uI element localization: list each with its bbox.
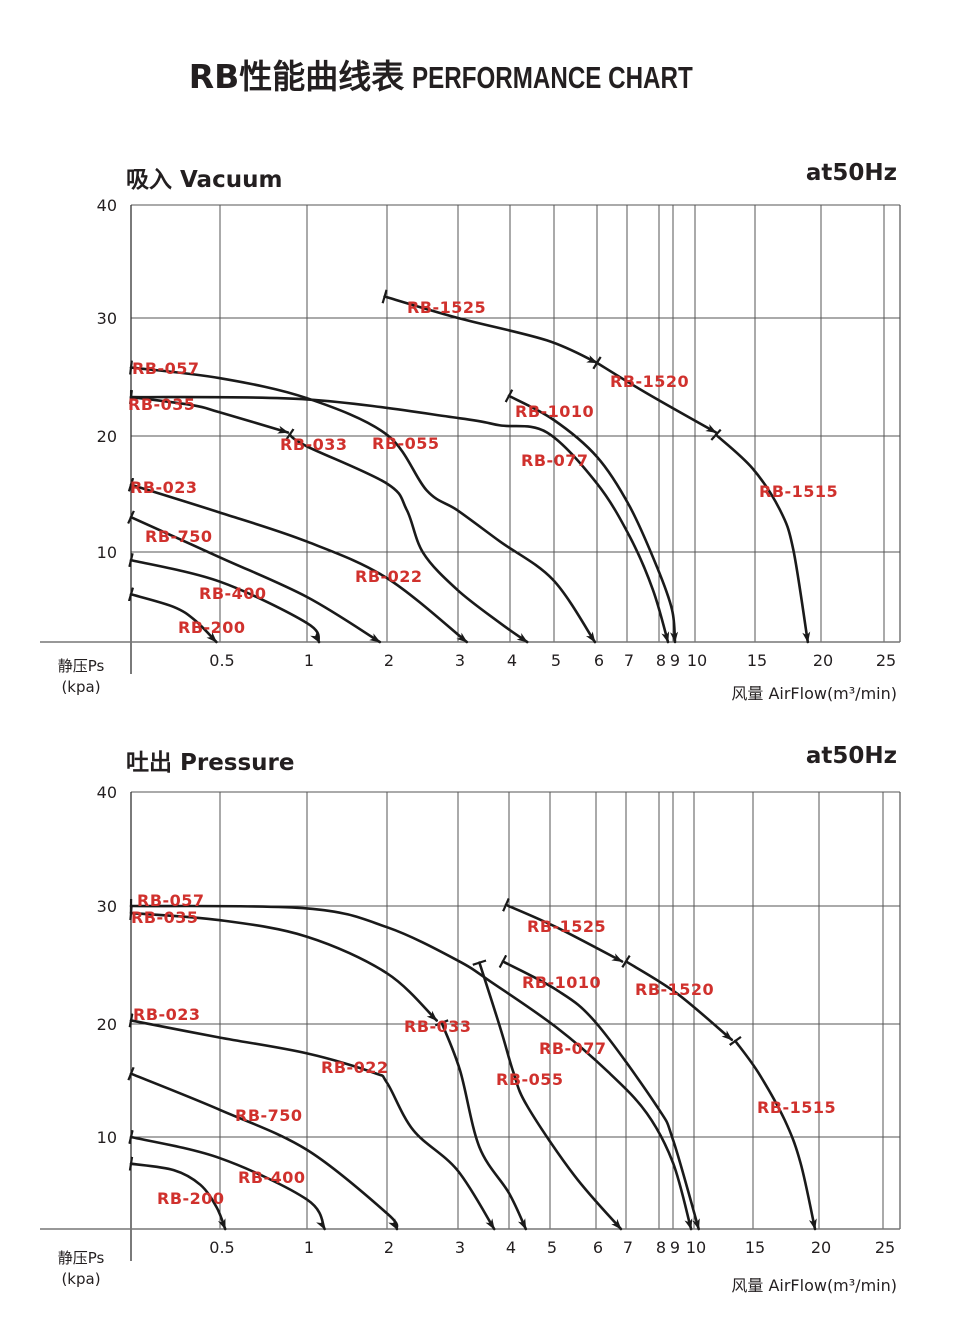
curve-label: RB-055 xyxy=(496,1070,564,1089)
x-tick-label: 5 xyxy=(547,1238,557,1257)
x-tick-label: 9 xyxy=(670,651,680,670)
x-tick-label: 0.5 xyxy=(209,651,234,670)
x-tick-label: 8 xyxy=(656,651,666,670)
performance-curve xyxy=(621,954,734,1042)
pressure-yunit: (kpa) xyxy=(61,1270,101,1288)
curve-label: RB-1010 xyxy=(515,402,594,421)
x-tick-label: 4 xyxy=(507,651,517,670)
performance-curve xyxy=(498,954,700,1231)
y-tick-label: 20 xyxy=(97,427,117,446)
x-tick-label: 4 xyxy=(506,1238,516,1257)
curve-label: RB-023 xyxy=(133,1005,201,1024)
curve-label: RB-750 xyxy=(145,527,213,546)
x-tick-label: 6 xyxy=(593,1238,603,1257)
curve-label: RB-077 xyxy=(539,1039,607,1058)
curve-label: RB-057 xyxy=(137,891,205,910)
page-title: RB性能曲线表 PERFORMANCE CHART xyxy=(0,50,961,98)
pressure-chart-title: 吐出 Pressure xyxy=(126,750,295,776)
x-tick-label: 8 xyxy=(656,1238,666,1257)
curve-label: RB-033 xyxy=(280,435,348,454)
vacuum-chart: 0.5 1 2 3 4 5 6 7 8 9 10 15 20 25 10 20 30 40 RB-1525 RB-05… xyxy=(40,196,901,674)
title-english: PERFORMANCE CHART xyxy=(412,60,694,95)
y-tick-label: 20 xyxy=(97,1015,117,1034)
y-tick-label: 10 xyxy=(97,543,117,562)
x-tick-label: 0.5 xyxy=(209,1238,234,1257)
performance-curve xyxy=(502,898,624,963)
x-tick-label: 5 xyxy=(551,651,561,670)
vacuum-y-axis-label: 静压Ps (kpa) xyxy=(46,656,116,698)
y-tick-label: 40 xyxy=(97,196,117,215)
curve-label: RB-200 xyxy=(157,1189,225,1208)
x-tick-label: 10 xyxy=(686,1238,706,1257)
x-tick-label: 15 xyxy=(745,1238,765,1257)
performance-curve xyxy=(381,289,599,365)
vacuum-ylabel: 静压Ps xyxy=(57,657,105,675)
x-tick-label: 25 xyxy=(875,1238,895,1257)
pressure-ylabel: 静压Ps xyxy=(57,1249,105,1267)
curve-label: RB-022 xyxy=(321,1058,389,1077)
x-tick-label: 20 xyxy=(811,1238,831,1257)
performance-curve xyxy=(710,428,811,644)
curve-label: RB-1525 xyxy=(407,298,486,317)
performance-curve xyxy=(504,389,679,644)
curve-label: RB-077 xyxy=(521,451,589,470)
x-tick-label: 3 xyxy=(455,1238,465,1257)
x-tick-label: 10 xyxy=(687,651,707,670)
curve-label: RB-1525 xyxy=(527,917,606,936)
vacuum-yunit: (kpa) xyxy=(61,678,101,696)
x-tick-label: 15 xyxy=(747,651,767,670)
y-tick-label: 10 xyxy=(97,1128,117,1147)
x-tick-label: 7 xyxy=(623,1238,633,1257)
performance-curve xyxy=(284,428,529,644)
vacuum-x-axis-label: 风量 AirFlow(m³/min) xyxy=(731,684,897,703)
curve-label: RB-033 xyxy=(404,1017,472,1036)
curve-label: RB-035 xyxy=(128,395,196,414)
performance-curve xyxy=(434,1019,528,1231)
performance-curve xyxy=(728,1035,817,1231)
pressure-chart: 0.5 1 2 3 4 5 6 7 8 9 10 15 20 25 10 20 30 40 RB-057RB-035… xyxy=(40,783,901,1261)
x-tick-label: 3 xyxy=(455,651,465,670)
x-tick-label: 1 xyxy=(304,651,314,670)
performance-curve xyxy=(592,356,718,434)
y-tick-label: 40 xyxy=(97,783,117,802)
curve-label: RB-1520 xyxy=(635,980,714,999)
x-tick-label: 25 xyxy=(876,651,896,670)
pressure-frequency-note: at50Hz xyxy=(805,743,897,769)
pressure-x-axis-label: 风量 AirFlow(m³/min) xyxy=(731,1276,897,1295)
vacuum-frequency-note: at50Hz xyxy=(805,160,897,186)
curve-label: RB-055 xyxy=(372,434,440,453)
x-tick-label: 2 xyxy=(384,1238,394,1257)
x-tick-label: 6 xyxy=(594,651,604,670)
x-tick-label: 20 xyxy=(813,651,833,670)
curve-label: RB-400 xyxy=(238,1168,306,1187)
x-tick-label: 7 xyxy=(624,651,634,670)
x-tick-label: 9 xyxy=(670,1238,680,1257)
curve-label: RB-1010 xyxy=(522,973,601,992)
curve-label: RB-022 xyxy=(355,567,423,586)
pressure-y-axis-label: 静压Ps (kpa) xyxy=(46,1248,116,1290)
y-tick-label: 30 xyxy=(97,309,117,328)
x-tick-label: 2 xyxy=(384,651,394,670)
curve-label: RB-035 xyxy=(131,908,199,927)
curve-label: RB-400 xyxy=(199,584,267,603)
vacuum-chart-title: 吸入 Vacuum xyxy=(126,167,283,193)
x-tick-label: 1 xyxy=(304,1238,314,1257)
curve-label: RB-023 xyxy=(130,478,198,497)
curve-label: RB-750 xyxy=(235,1106,303,1125)
curve-label: RB-200 xyxy=(178,618,246,637)
curve-label: RB-1515 xyxy=(759,482,838,501)
curve-label: RB-057 xyxy=(132,359,200,378)
curve-label: RB-1520 xyxy=(610,372,689,391)
title-chinese: RB性能曲线表 xyxy=(188,57,405,96)
curve-label: RB-1515 xyxy=(757,1098,836,1117)
y-tick-label: 30 xyxy=(97,897,117,916)
